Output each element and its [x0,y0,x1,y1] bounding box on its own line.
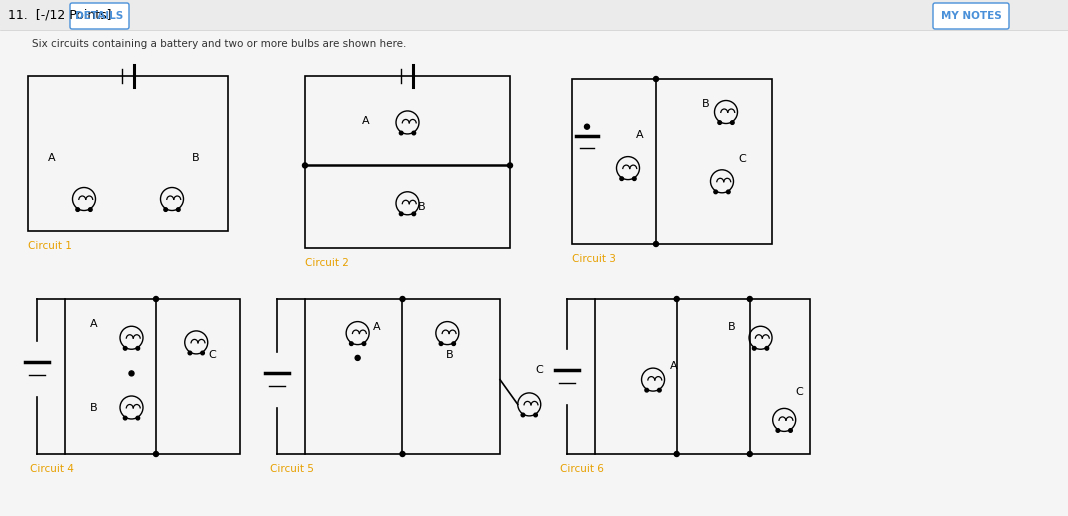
Circle shape [452,342,455,346]
Text: DETAILS: DETAILS [76,11,124,21]
Text: Six circuits containing a battery and two or more bulbs are shown here.: Six circuits containing a battery and tw… [32,39,407,49]
Text: B: B [418,202,425,212]
Bar [595,299,810,454]
Circle shape [674,297,679,301]
Circle shape [136,347,140,350]
Bar [65,299,240,454]
Circle shape [154,452,158,457]
Circle shape [713,190,718,194]
Text: B: B [90,402,97,413]
Circle shape [399,212,403,216]
Text: Circuit 6: Circuit 6 [560,464,603,474]
Circle shape [399,131,403,135]
Circle shape [619,177,624,181]
Circle shape [124,416,127,420]
Circle shape [584,124,590,129]
Circle shape [507,163,513,168]
Text: 11.  [-/12 Points]: 11. [-/12 Points] [7,8,111,22]
Circle shape [124,347,127,350]
Text: Circuit 4: Circuit 4 [30,464,74,474]
Circle shape [765,347,769,350]
Text: A: A [373,322,381,332]
FancyBboxPatch shape [933,3,1009,29]
Text: Circuit 3: Circuit 3 [572,254,616,264]
Bar [305,299,500,454]
Circle shape [400,297,405,301]
Circle shape [176,208,180,212]
Text: A: A [48,153,56,163]
Text: A: A [671,361,678,371]
Circle shape [412,212,415,216]
Circle shape [439,342,443,346]
Bar [0,0,1068,30]
Circle shape [645,389,648,392]
Circle shape [748,297,752,301]
Circle shape [356,356,360,360]
Text: C: C [535,365,543,376]
Text: A: A [637,131,644,140]
Text: A: A [362,116,370,126]
Circle shape [154,297,158,301]
Circle shape [400,452,405,457]
Circle shape [731,121,734,124]
Circle shape [136,416,140,420]
Circle shape [789,429,792,432]
Circle shape [521,413,524,417]
Circle shape [674,452,679,457]
Text: C: C [208,350,216,360]
Circle shape [654,241,659,247]
Circle shape [188,351,192,355]
Circle shape [163,208,168,212]
Circle shape [658,389,661,392]
Text: Circuit 2: Circuit 2 [305,258,349,268]
Circle shape [753,347,756,350]
Circle shape [632,177,637,181]
Circle shape [302,163,308,168]
Circle shape [349,342,354,346]
Circle shape [534,413,537,417]
FancyBboxPatch shape [70,3,129,29]
Circle shape [718,121,722,124]
Circle shape [412,131,415,135]
Circle shape [654,76,659,82]
Bar [305,76,511,248]
Circle shape [776,429,780,432]
Text: B: B [728,322,736,332]
Circle shape [129,371,134,376]
Text: A: A [90,319,97,329]
Text: C: C [738,153,745,164]
Circle shape [362,342,365,346]
Text: B: B [445,350,453,360]
Circle shape [76,208,79,212]
Text: B: B [192,153,200,163]
Text: MY NOTES: MY NOTES [941,11,1002,21]
Circle shape [201,351,204,355]
Text: Circuit 5: Circuit 5 [270,464,314,474]
Circle shape [89,208,92,212]
Text: Circuit 1: Circuit 1 [28,241,72,251]
Bar [572,79,772,244]
Text: C: C [795,387,803,397]
Bar [28,76,227,231]
Circle shape [726,190,731,194]
Circle shape [748,452,752,457]
Text: B: B [702,99,709,109]
